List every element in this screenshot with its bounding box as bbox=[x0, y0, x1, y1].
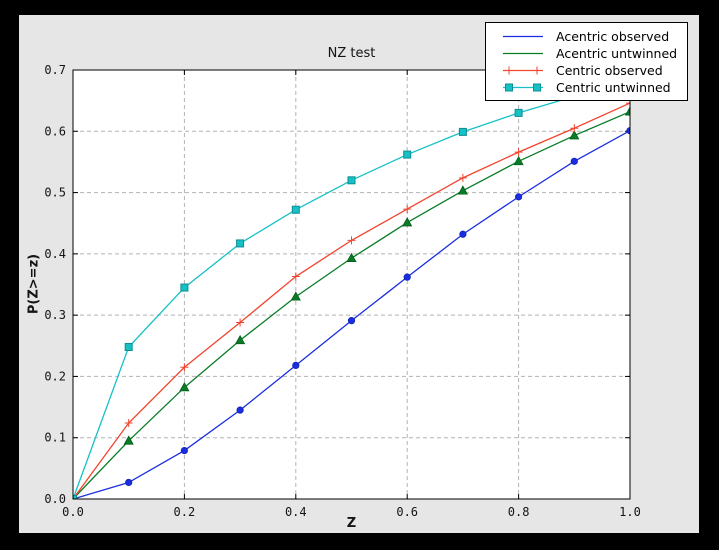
x-tick-label: 0.4 bbox=[285, 505, 307, 519]
plot-border bbox=[72, 69, 631, 500]
x-axis-label: Z bbox=[346, 516, 357, 531]
legend-row: Acentric observed bbox=[486, 28, 687, 45]
legend-line-sample-icon bbox=[503, 66, 543, 75]
legend: Acentric observed Acentric untwinned Cen… bbox=[485, 22, 688, 101]
y-tick-label: 0.7 bbox=[44, 63, 66, 77]
plus-marker-icon bbox=[124, 419, 133, 428]
plus-marker-icon bbox=[291, 272, 300, 281]
plus-marker-icon bbox=[458, 173, 467, 182]
triangle-up-marker-icon bbox=[346, 252, 357, 262]
triangle-up-marker-icon bbox=[179, 382, 190, 392]
square-marker-icon bbox=[236, 239, 245, 248]
gridlines bbox=[73, 70, 630, 499]
legend-line-sample-icon bbox=[503, 83, 543, 92]
circle-marker-icon bbox=[292, 361, 300, 369]
legend-label: Centric observed bbox=[556, 63, 663, 78]
square-marker-icon bbox=[505, 83, 513, 92]
plot-background bbox=[73, 70, 630, 499]
y-tick-label: 0.1 bbox=[44, 431, 66, 445]
y-tick-label: 0.4 bbox=[44, 247, 66, 261]
triangle-up-marker-icon bbox=[513, 155, 524, 166]
legend-row: Acentric untwinned bbox=[486, 45, 687, 62]
series-acentric-untwinned bbox=[73, 106, 630, 499]
triangle-up-marker-icon bbox=[290, 291, 301, 301]
y-tick-label: 0.6 bbox=[44, 124, 66, 138]
series-centric-observed bbox=[73, 99, 630, 499]
triangle-up-marker-icon bbox=[624, 106, 630, 116]
y-tick-label: 0.0 bbox=[44, 492, 66, 506]
plot-area: 0.0 0.2 0.4 0.6 0.8 1.0 0.0 0.1 0.2 0.3 0.4 0.5 0.6 0… bbox=[44, 63, 641, 519]
circle-marker-icon bbox=[459, 230, 467, 238]
y-tick-label: 0.2 bbox=[44, 369, 66, 383]
plus-marker-icon bbox=[514, 148, 523, 157]
circle-marker-icon bbox=[514, 193, 523, 201]
square-marker-icon bbox=[458, 127, 467, 136]
plus-marker-icon bbox=[236, 318, 245, 327]
circle-marker-icon bbox=[347, 317, 356, 325]
square-marker-icon bbox=[347, 176, 356, 185]
legend-line-sample-icon bbox=[503, 52, 543, 55]
x-tick-label: 0.6 bbox=[396, 505, 418, 519]
x-tick-label: 0.0 bbox=[62, 505, 84, 519]
plus-marker-icon bbox=[505, 66, 513, 75]
square-marker-icon bbox=[180, 283, 189, 292]
y-axis-label: P(Z>=z) bbox=[26, 253, 42, 315]
square-marker-icon bbox=[403, 150, 412, 159]
triangle-up-marker-icon bbox=[402, 217, 413, 227]
circle-marker-icon bbox=[180, 446, 188, 455]
plus-marker-icon bbox=[626, 99, 630, 108]
x-tick-label: 0.2 bbox=[174, 505, 196, 519]
plus-marker-icon bbox=[403, 205, 412, 214]
x-tick-label: 1.0 bbox=[619, 505, 641, 519]
y-tick-label: 0.3 bbox=[44, 308, 66, 322]
legend-line-sample-icon bbox=[503, 35, 543, 38]
square-marker-icon bbox=[124, 343, 133, 352]
legend-label: Centric untwinned bbox=[556, 80, 671, 95]
x-tick-label: 0.8 bbox=[508, 505, 530, 519]
circle-marker-icon bbox=[403, 273, 411, 281]
plus-marker-icon bbox=[180, 363, 189, 372]
triangle-up-marker-icon bbox=[123, 435, 134, 445]
triangle-up-marker-icon bbox=[235, 334, 246, 345]
plus-marker-icon bbox=[347, 236, 356, 245]
figure-area: 0.0 0.2 0.4 0.6 0.8 1.0 0.0 0.1 0.2 0.3 0.4 0.5 0.6 0… bbox=[19, 15, 699, 533]
circle-marker-icon bbox=[236, 406, 244, 414]
circle-marker-icon bbox=[570, 157, 578, 165]
legend-label: Acentric untwinned bbox=[556, 46, 678, 61]
triangle-up-marker-icon bbox=[569, 130, 580, 140]
legend-label: Acentric observed bbox=[556, 29, 670, 44]
series-centric-untwinned bbox=[73, 76, 630, 499]
y-tick-label: 0.5 bbox=[44, 186, 66, 200]
triangle-up-marker-icon bbox=[457, 185, 468, 195]
square-marker-icon bbox=[514, 108, 523, 117]
legend-row: Centric untwinned bbox=[486, 79, 687, 96]
square-marker-icon bbox=[291, 205, 300, 214]
legend-row: Centric observed bbox=[486, 62, 687, 79]
plus-marker-icon bbox=[533, 66, 541, 75]
plus-marker-icon bbox=[570, 124, 579, 133]
square-marker-icon bbox=[73, 495, 77, 499]
tick-labels: 0.0 0.2 0.4 0.6 0.8 1.0 0.0 0.1 0.2 0.3 0.4 0.5 0.6 0… bbox=[44, 63, 641, 519]
circle-marker-icon bbox=[125, 478, 133, 487]
square-marker-icon bbox=[533, 83, 541, 92]
chart-title: NZ test bbox=[327, 46, 376, 61]
